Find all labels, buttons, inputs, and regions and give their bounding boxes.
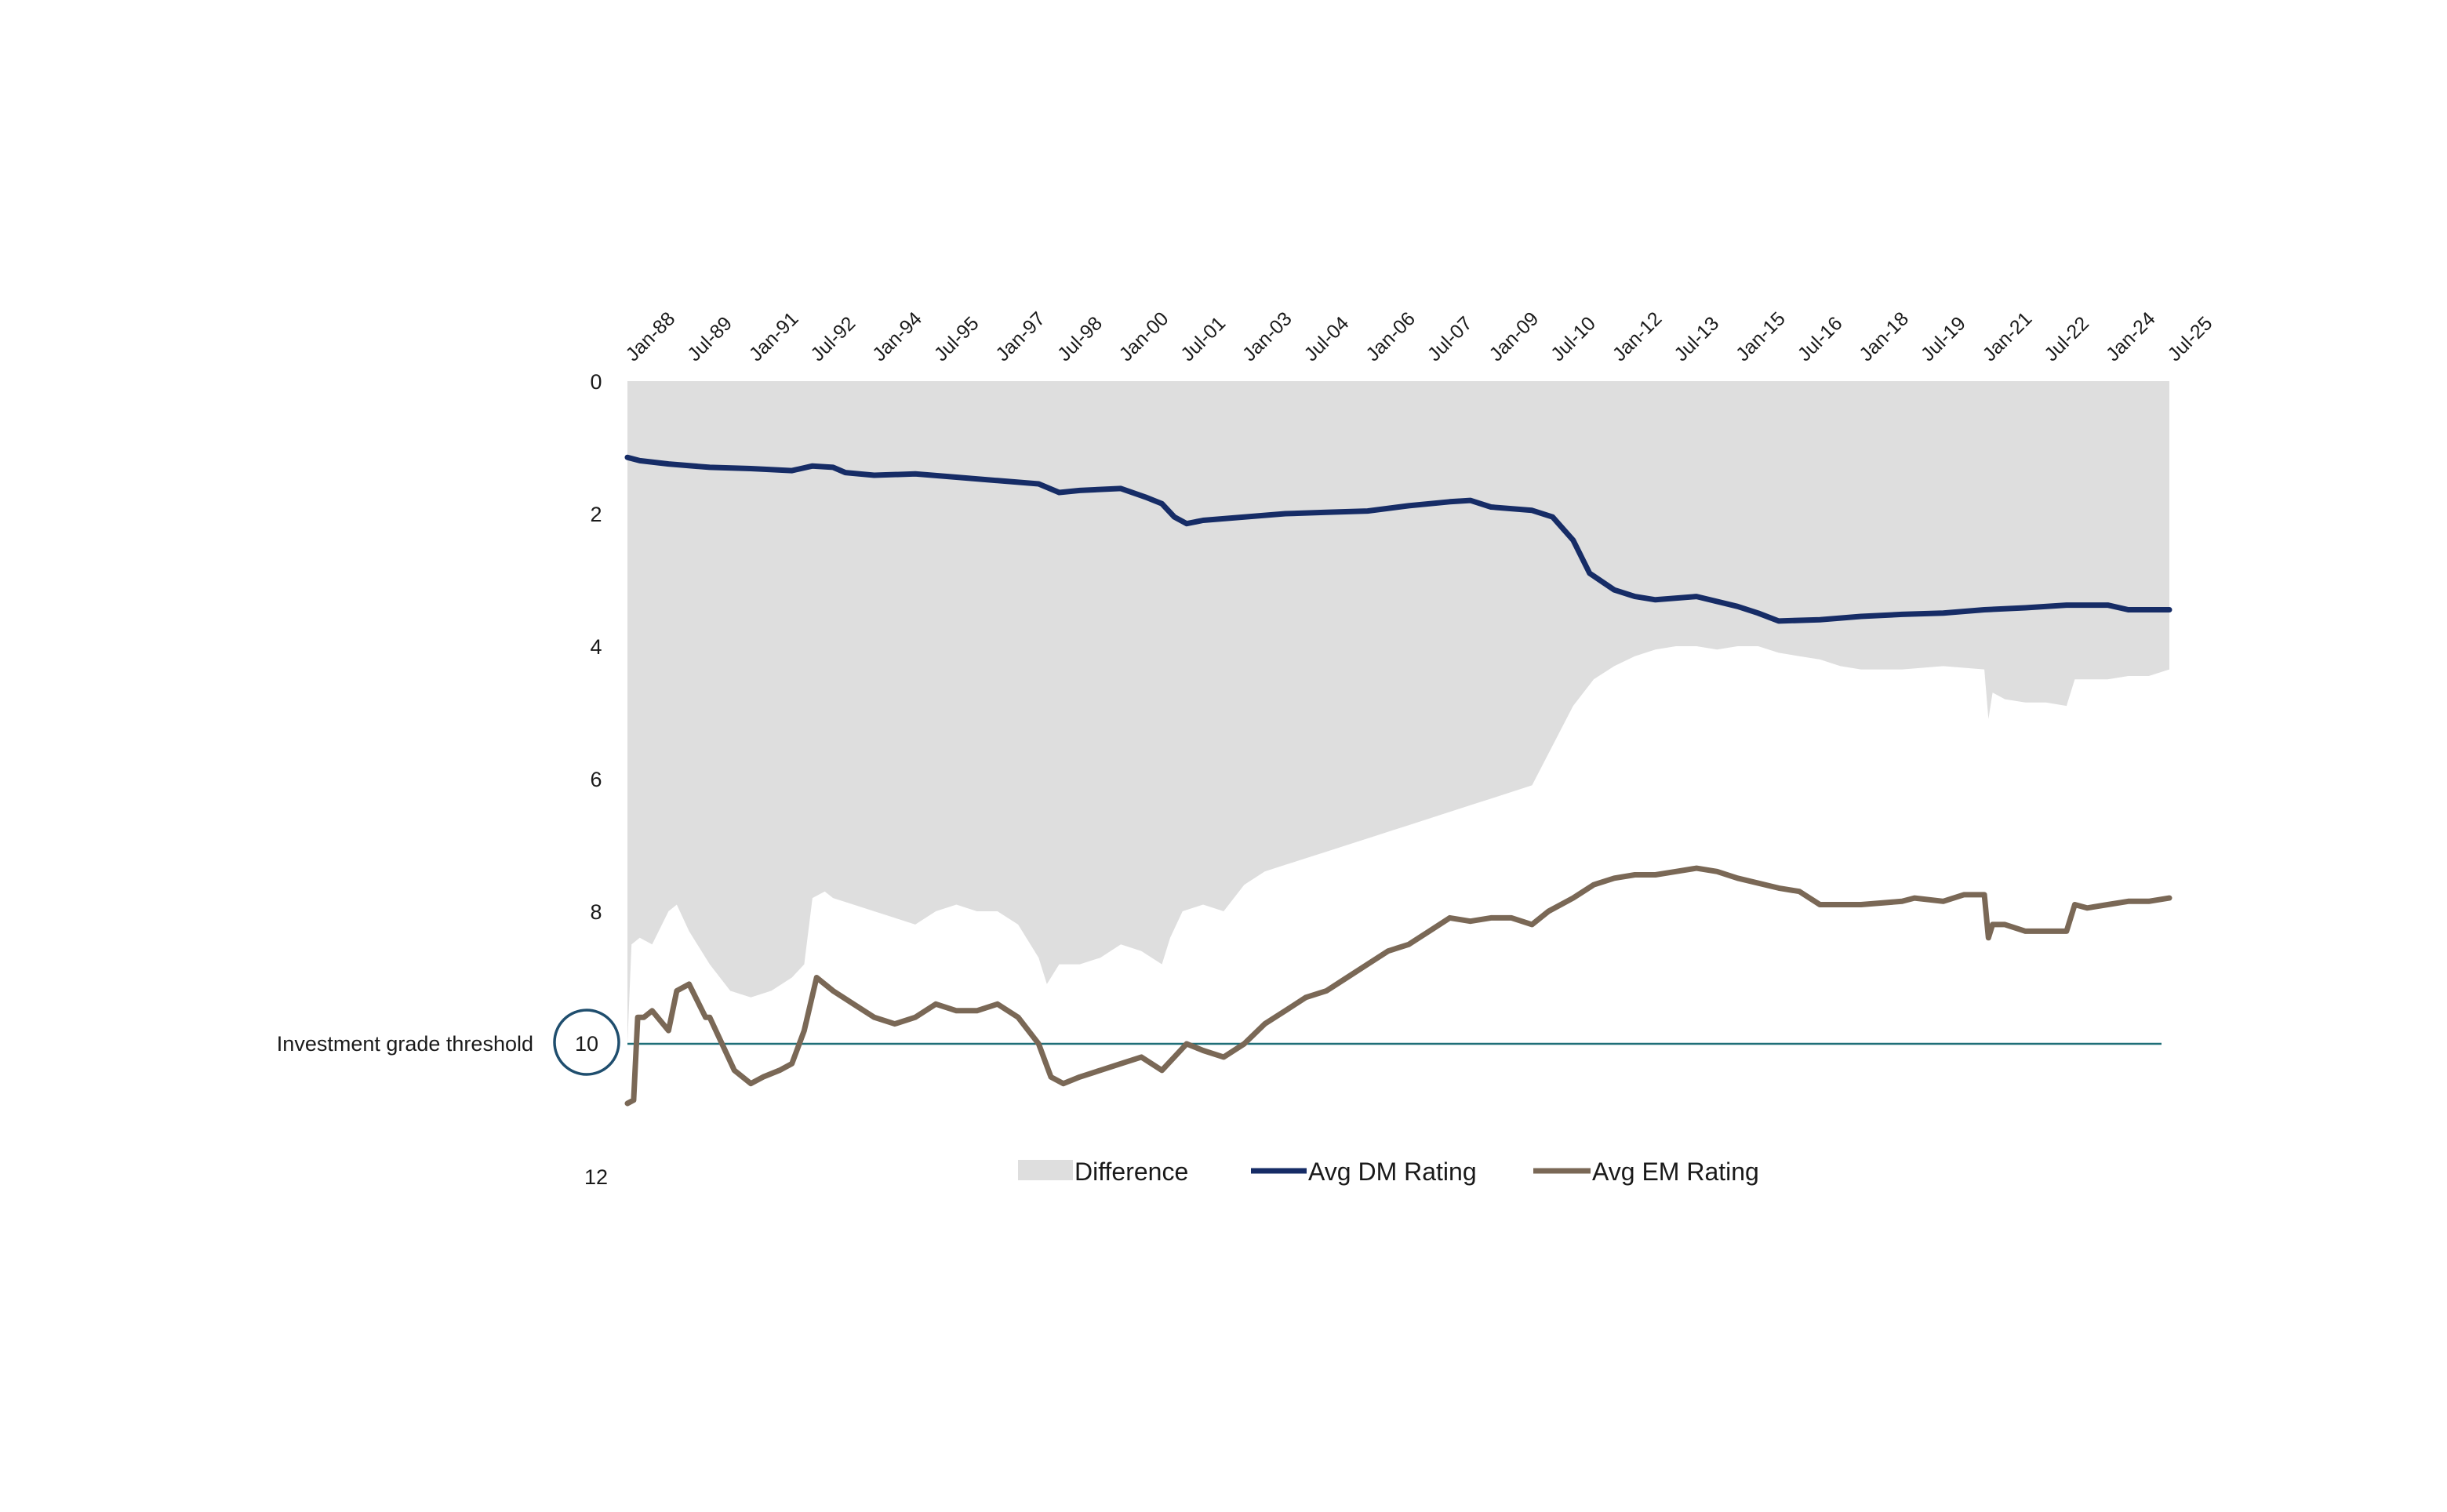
x-tick-label: Jul-07	[1423, 312, 1477, 365]
x-tick-label: Jul-95	[930, 312, 984, 365]
threshold-circle-marker	[553, 1009, 620, 1076]
x-tick-label: Jul-25	[2163, 312, 2216, 365]
legend-swatch-difference	[1018, 1160, 1073, 1180]
x-tick-label: Jul-16	[1794, 312, 1847, 365]
y-tick-label: 6	[590, 768, 602, 791]
threshold-circle-label: 10	[575, 1032, 598, 1056]
x-tick-label: Jan-91	[745, 307, 803, 365]
y-tick-label: 0	[590, 370, 602, 394]
x-tick-label: Jan-97	[991, 307, 1049, 365]
y-axis-ticks: 0 2 4 6 8 12	[584, 370, 608, 1189]
difference-area	[627, 381, 2169, 1044]
legend: Difference Avg DM Rating Avg EM Rating	[1018, 1158, 1759, 1186]
x-tick-label: Jan-15	[1732, 307, 1790, 365]
y-tick-label: 8	[590, 900, 602, 924]
threshold-layer: 10 Investment grade threshold	[277, 1009, 2162, 1076]
x-tick-label: Jan-12	[1609, 307, 1667, 365]
x-tick-label: Jul-13	[1670, 312, 1723, 365]
x-tick-label: Jan-06	[1362, 307, 1420, 365]
x-tick-label: Jul-04	[1300, 312, 1353, 365]
x-tick-label: Jul-92	[806, 312, 860, 365]
legend-label-dm: Avg DM Rating	[1308, 1158, 1477, 1186]
x-tick-label: Jul-19	[1917, 312, 1970, 365]
x-tick-label: Jul-98	[1053, 312, 1107, 365]
x-tick-label: Jan-09	[1485, 307, 1543, 365]
x-tick-label: Jan-18	[1855, 307, 1913, 365]
x-tick-label: Jan-03	[1238, 307, 1296, 365]
series-lines-layer	[624, 454, 2172, 1107]
legend-label-em: Avg EM Rating	[1592, 1158, 1759, 1186]
difference-area-layer	[627, 381, 2169, 1044]
em-rating-line	[624, 865, 2172, 1107]
y-tick-label: 12	[584, 1165, 608, 1189]
x-tick-label: Jan-88	[621, 307, 679, 365]
x-tick-label: Jan-94	[868, 307, 926, 365]
threshold-label: Investment grade threshold	[277, 1032, 533, 1056]
legend-label-difference: Difference	[1074, 1158, 1188, 1186]
x-tick-label: Jan-21	[1979, 307, 2037, 365]
x-tick-label: Jul-89	[683, 312, 736, 365]
y-tick-label: 2	[590, 503, 602, 526]
x-tick-label: Jan-24	[2102, 307, 2160, 365]
dm-rating-line	[624, 454, 2172, 624]
x-tick-label: Jul-22	[2040, 312, 2093, 365]
x-tick-label: Jan-00	[1115, 307, 1173, 365]
x-tick-label: Jul-01	[1176, 312, 1230, 365]
x-tick-label: Jul-10	[1547, 312, 1600, 365]
x-axis-ticks: Jan-88 Jul-89 Jan-91 Jul-92 Jan-94 Jul-95 Jan-…	[621, 307, 2216, 365]
y-tick-label: 4	[590, 635, 602, 659]
